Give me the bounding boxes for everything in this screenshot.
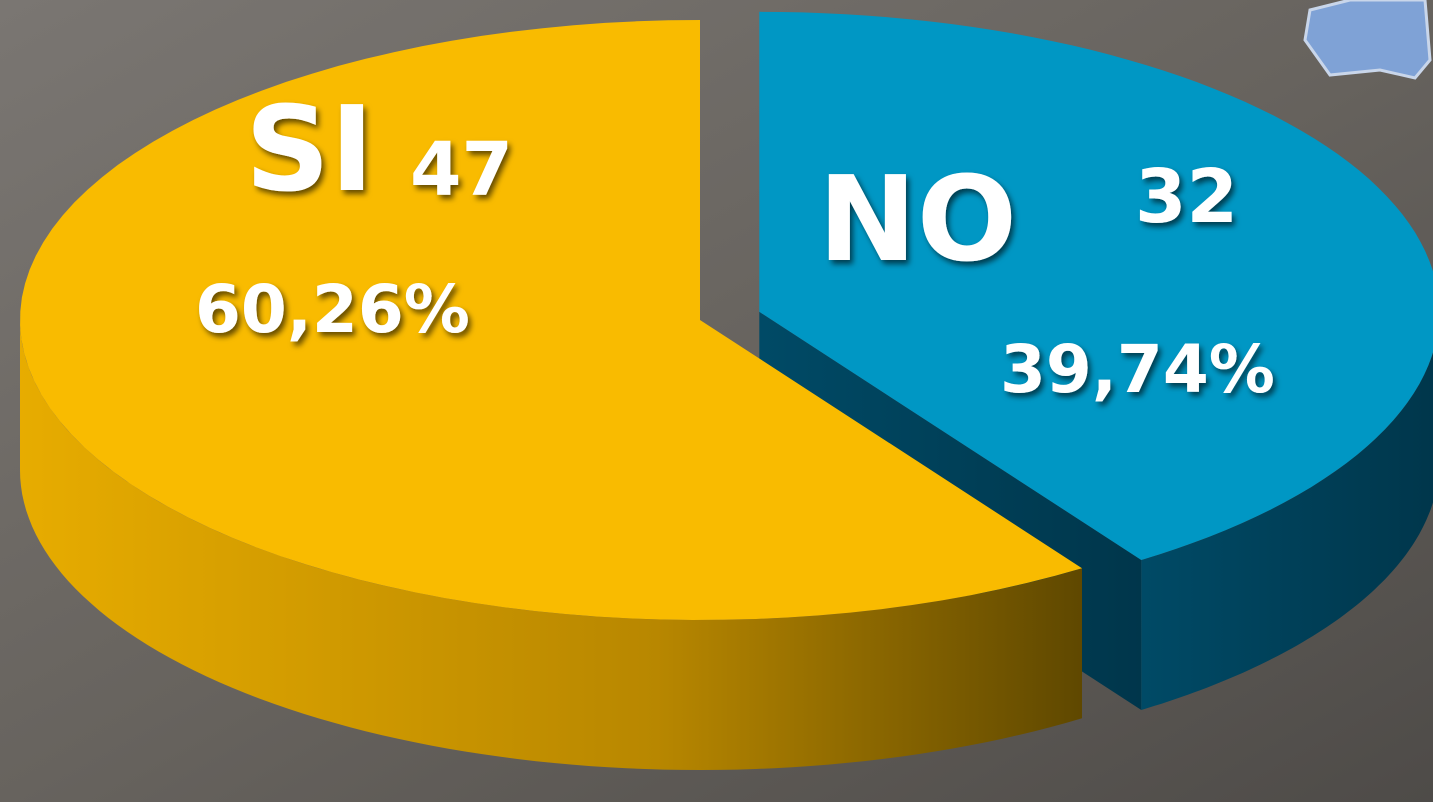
slice-side [20,320,1082,770]
value-label: 47 [410,127,513,213]
slice [759,11,1433,560]
slice-side [1141,352,1433,710]
category-label: NO [818,150,1017,288]
map-icon [1303,0,1432,80]
pie [20,11,1433,770]
percent-label: 39,74% [1000,331,1275,408]
category-label: SI [245,80,374,218]
slice [20,20,1083,620]
percent-label: 60,26% [195,271,470,348]
value-label: 32 [1135,154,1238,240]
